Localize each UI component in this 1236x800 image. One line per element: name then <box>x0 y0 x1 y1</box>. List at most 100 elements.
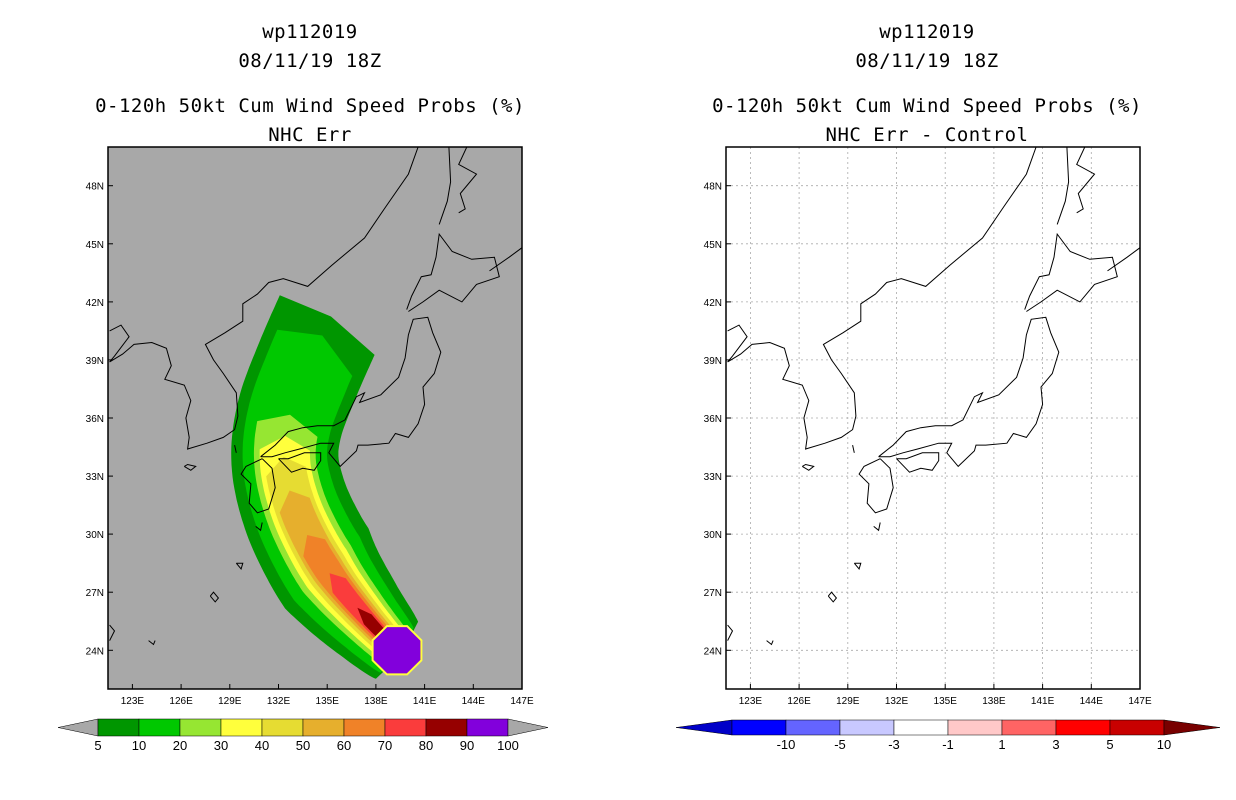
coastline <box>873 522 881 532</box>
plot-area <box>109 147 522 679</box>
y-tick-label: 45N <box>86 240 104 251</box>
left-subtitle: NHC Err <box>268 124 352 146</box>
right-subtitle: NHC Err - Control <box>825 124 1029 146</box>
colorbar-swatch <box>220 718 263 737</box>
colorbar-swatch <box>261 718 304 737</box>
y-tick-label: 42N <box>704 298 722 309</box>
coastline <box>260 316 442 468</box>
coastline <box>1076 147 1096 214</box>
colorbar-swatch <box>1109 719 1165 736</box>
right-chart: 123E 126E 129E 132E 135E 138E 141E 144E 147E 24N 2… <box>675 146 1221 752</box>
coastline <box>1056 147 1070 225</box>
x-tick-label: 141E <box>1031 696 1055 707</box>
colorbar-label: 70 <box>378 738 392 753</box>
y-tick-label: 33N <box>704 472 722 483</box>
colorbar-swatch <box>1001 719 1057 736</box>
coastline <box>802 463 815 471</box>
right-storm-id: wp112019 <box>879 21 975 43</box>
colorbar-swatch <box>893 719 949 736</box>
coastline <box>234 444 237 453</box>
x-tick-label: 144E <box>1080 696 1104 707</box>
colorbar-label: 1 <box>998 737 1005 752</box>
colorbar-label: -5 <box>834 737 846 752</box>
y-tick-label: 36N <box>704 414 722 425</box>
colorbar-swatch <box>384 718 427 737</box>
colorbar-label: 90 <box>460 738 474 753</box>
colorbar-label: 100 <box>497 738 519 753</box>
x-tick-label: 129E <box>836 696 860 707</box>
x-tick-label: 123E <box>739 696 763 707</box>
coastline <box>255 522 263 532</box>
colorbar-extend-high <box>507 718 549 737</box>
colorbar-label: 10 <box>1157 737 1171 752</box>
y-tick-label: 33N <box>86 472 104 483</box>
coastline <box>827 591 838 603</box>
colorbar-label: 3 <box>1052 737 1059 752</box>
x-tick-label: 138E <box>982 696 1006 707</box>
y-tick-label: 42N <box>86 298 104 309</box>
colorbar-label: -1 <box>942 737 954 752</box>
y-tick-label: 39N <box>86 356 104 367</box>
colorbar-extend-low <box>57 718 99 737</box>
coastline <box>878 316 1060 468</box>
colorbar-swatch <box>785 719 841 736</box>
coastline <box>235 562 244 571</box>
y-tick-label: 24N <box>86 646 104 657</box>
coastline <box>458 147 478 214</box>
coastline <box>727 624 734 641</box>
y-tick-label: 24N <box>704 646 722 657</box>
colorbar-swatch <box>302 718 345 737</box>
x-tick-label: 129E <box>218 696 242 707</box>
y-tick-label: 30N <box>704 530 722 541</box>
colorbar-label: -3 <box>888 737 900 752</box>
left-chart: 123E 126E 129E 132E 135E 138E 141E 144E 147E 24N 2… <box>57 146 549 753</box>
y-tick-label: 36N <box>86 414 104 425</box>
x-tick-label: 126E <box>169 696 193 707</box>
coastline <box>1024 232 1118 312</box>
coastline <box>1107 247 1140 272</box>
coastline <box>727 147 1037 450</box>
colorbar-label: 5 <box>94 738 101 753</box>
colorbar-swatch <box>138 718 181 737</box>
y-tick-label: 48N <box>704 182 722 193</box>
x-tick-label: 138E <box>364 696 388 707</box>
coastline <box>240 458 276 514</box>
x-tick-label: 141E <box>413 696 437 707</box>
colorbar-label: -10 <box>777 737 796 752</box>
right-title-block: wp112019 08/11/19 18Z 0-120h 50kt Cum Wi… <box>697 18 1157 150</box>
left-title-block: wp112019 08/11/19 18Z 0-120h 50kt Cum Wi… <box>80 18 540 150</box>
x-tick-label: 144E <box>462 696 486 707</box>
colorbar-label: 80 <box>419 738 433 753</box>
x-tick-label: 135E <box>934 696 958 707</box>
right-colorbar: -10 -5 -3 -1 1 3 5 10 <box>675 719 1221 752</box>
left-product: 0-120h 50kt Cum Wind Speed Probs (%) <box>95 95 525 117</box>
colorbar-label: 40 <box>255 738 269 753</box>
x-tick-label: 147E <box>510 696 534 707</box>
coastline <box>489 247 522 272</box>
x-tick-label: 147E <box>1128 696 1152 707</box>
colorbar-label: 60 <box>337 738 351 753</box>
colorbar-swatch <box>1055 719 1111 736</box>
colorbar-swatch <box>839 719 895 736</box>
coastline <box>109 624 116 641</box>
coastline <box>853 562 862 571</box>
colorbar-label: 50 <box>296 738 310 753</box>
left-datetime: 08/11/19 18Z <box>238 50 382 72</box>
colorbar-swatch <box>947 719 1003 736</box>
right-product: 0-120h 50kt Cum Wind Speed Probs (%) <box>712 95 1142 117</box>
y-tick-label: 27N <box>86 588 104 599</box>
coastline <box>766 640 774 646</box>
colorbar-label: 10 <box>132 738 146 753</box>
x-tick-label: 135E <box>316 696 340 707</box>
colorbar-extend-high <box>1163 719 1221 736</box>
x-tick-label: 123E <box>121 696 145 707</box>
colorbar-swatch <box>731 719 787 736</box>
left-storm-id: wp112019 <box>262 21 358 43</box>
y-tick-label: 45N <box>704 240 722 251</box>
coastline <box>109 147 419 450</box>
colorbar-label: 30 <box>214 738 228 753</box>
coastline <box>278 452 322 473</box>
coastline <box>148 640 156 646</box>
coastline <box>184 463 197 471</box>
